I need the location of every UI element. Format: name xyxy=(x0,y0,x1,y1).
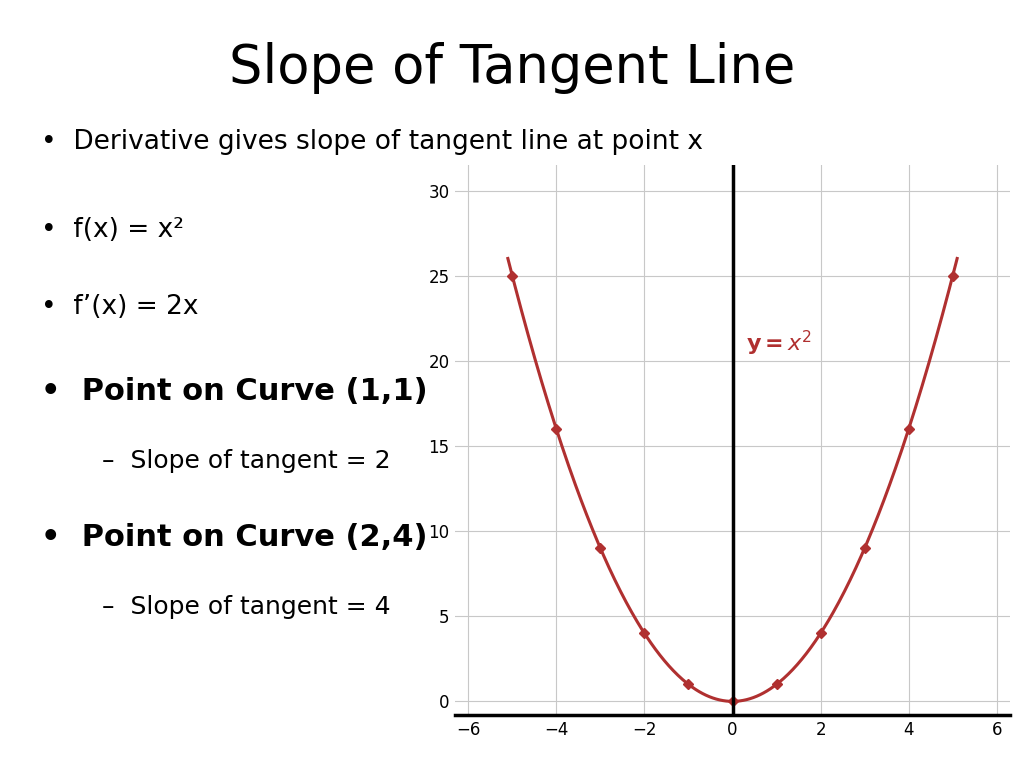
Text: Slope of Tangent Line: Slope of Tangent Line xyxy=(229,42,795,94)
Text: $\mathbf{y=}$$\mathit{x}$$^{2}$: $\mathbf{y=}$$\mathit{x}$$^{2}$ xyxy=(745,329,811,359)
Text: •  Derivative gives slope of tangent line at point x: • Derivative gives slope of tangent line… xyxy=(41,129,702,155)
Text: •  f(x) = x²: • f(x) = x² xyxy=(41,217,184,243)
Text: •  Point on Curve (1,1): • Point on Curve (1,1) xyxy=(41,377,428,406)
Text: •  Point on Curve (2,4): • Point on Curve (2,4) xyxy=(41,523,427,552)
Text: •  f’(x) = 2x: • f’(x) = 2x xyxy=(41,294,199,320)
Text: –  Slope of tangent = 2: – Slope of tangent = 2 xyxy=(102,449,391,473)
Text: –  Slope of tangent = 4: – Slope of tangent = 4 xyxy=(102,594,391,619)
